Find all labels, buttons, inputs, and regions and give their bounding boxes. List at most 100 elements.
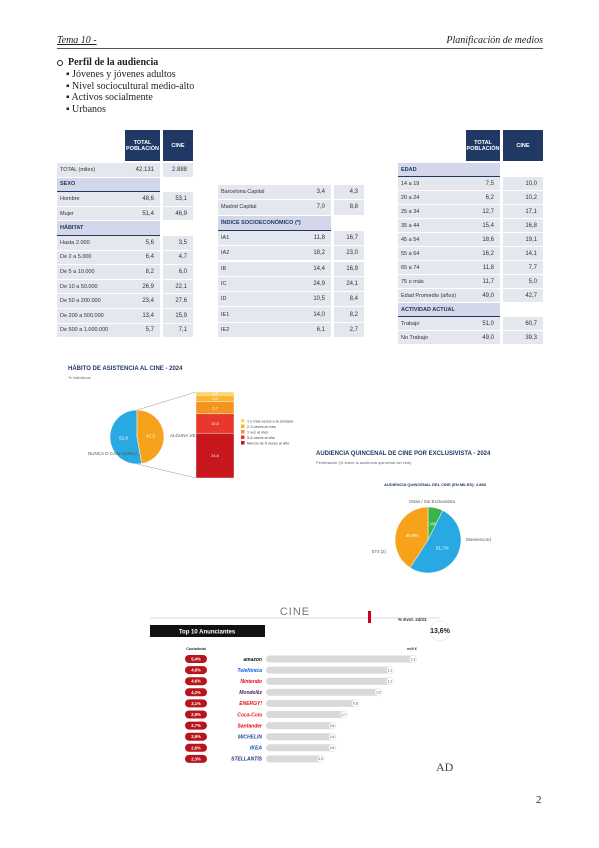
- row-bg: [163, 323, 193, 338]
- cell-value: 2.888: [171, 166, 187, 173]
- bar-cap: [316, 755, 325, 763]
- row-bg: [218, 276, 331, 292]
- chart-title: CINE: [280, 606, 310, 618]
- slice-value-label: 51,7%: [436, 546, 449, 551]
- logo: AD: [436, 760, 454, 774]
- bar-value: 0,8: [353, 702, 358, 706]
- row-label: De 500 a 1.000.000: [60, 327, 109, 334]
- cell-value: 10,2: [525, 194, 537, 201]
- section-row: [398, 163, 500, 177]
- cell-value: 48,6: [142, 195, 154, 202]
- legend-label: 2-3 veces al mes: [247, 425, 276, 429]
- row-bg: [503, 289, 543, 302]
- bar: [266, 699, 359, 707]
- segment-label: 3,5: [212, 397, 217, 401]
- row-bg: [398, 317, 500, 330]
- segment-label: 6,7: [212, 406, 217, 410]
- share-value: 4,6%: [191, 679, 201, 684]
- row-label: IE2: [221, 326, 230, 333]
- cell-value: 49,0: [482, 292, 494, 299]
- row-label: 20 a 24: [401, 194, 420, 201]
- bar-value: 0,6: [330, 724, 335, 728]
- slice-category-label: 074 (2): [372, 549, 387, 554]
- row-label: De 5 a 10.000: [60, 268, 95, 275]
- row-bg: [334, 261, 364, 276]
- cell-value: 39,3: [525, 334, 537, 341]
- section-label: ACTIVIDAD ACTUAL: [401, 306, 455, 313]
- cell-value: 14,4: [313, 265, 325, 272]
- chart-heading: AUDIENCIA QUINCENAL DEL CINE (EN MILES):…: [384, 482, 486, 487]
- row-label: 45 a 54: [401, 236, 420, 243]
- pie-slice: [409, 510, 462, 574]
- share-pill: [185, 721, 207, 730]
- share-value: 5,4%: [191, 657, 201, 662]
- legend-swatch: [241, 435, 245, 439]
- section-row: [57, 221, 160, 236]
- cell-value: 60,7: [525, 320, 537, 327]
- bar: [266, 677, 393, 685]
- share-pill: [185, 677, 207, 686]
- chart-subtitle: % Individuos: [68, 375, 91, 380]
- advertiser: Mondelēz: [239, 690, 262, 696]
- row-label: Edad Promedio (años): [401, 292, 457, 299]
- row-label: 55 a 64: [401, 250, 420, 257]
- row-bg: [398, 177, 500, 190]
- cell-value: 23,4: [142, 298, 154, 305]
- cell-value: 11,8: [482, 264, 494, 271]
- pie-slice: [136, 409, 165, 464]
- cell-value: 8,2: [145, 268, 154, 275]
- slice-category-label: ALGUNA VEZ: [170, 433, 199, 438]
- stack-segment: [195, 432, 235, 479]
- row-bg: [398, 191, 500, 204]
- cell-value: 27,6: [175, 298, 187, 305]
- row-bg: [398, 247, 500, 260]
- cell-value: 5,6: [145, 239, 154, 246]
- share-pill: [185, 732, 207, 741]
- row-bg: [57, 265, 160, 279]
- legend-swatch: [241, 424, 245, 428]
- row-label: 14 a 19: [401, 180, 420, 187]
- legend-label: Menos de 5 veces al año: [247, 441, 289, 445]
- cell-value: 42.131: [135, 166, 154, 173]
- legend-label: 5-6 veces al año: [247, 436, 275, 440]
- slice-value-label: 7,4%: [427, 521, 437, 526]
- evolution-value: 13,6%: [430, 628, 451, 635]
- pie-slice: [109, 409, 143, 465]
- bar-value: 0,7: [341, 713, 346, 717]
- cell-value: 4,7: [178, 254, 187, 261]
- row-label: Trabajo: [401, 320, 420, 327]
- cell-value: 10,5: [313, 296, 325, 303]
- row-bg: [503, 233, 543, 246]
- column-header: CINE: [503, 130, 543, 161]
- row-bg: [398, 205, 500, 218]
- row-bg: [334, 322, 364, 337]
- cell-value: 3,5: [178, 239, 187, 246]
- row-bg: [503, 247, 543, 260]
- slice-value-label: 40,9%: [406, 533, 419, 538]
- row-bg: [503, 275, 543, 288]
- advertiser: Nintendo: [240, 679, 262, 685]
- cell-value: 16,7: [346, 235, 358, 242]
- chart-title: AUDIENCIA QUINCENAL DE CINE POR EXCLUSIV…: [316, 451, 491, 457]
- segment-label: 1,8: [212, 392, 217, 396]
- row-bg: [334, 292, 364, 307]
- row-label: De 50 a 200.000: [60, 298, 101, 305]
- cell-value: 7,1: [178, 327, 187, 334]
- row-label: Mujer: [60, 210, 74, 217]
- bullet-text: Activos socialmente: [71, 92, 153, 103]
- cell-value: 18,2: [313, 250, 325, 257]
- row-bg: [218, 292, 331, 307]
- column-header: TOTAL POBLACIÓN: [125, 130, 160, 161]
- legend-swatch: [241, 430, 245, 434]
- share-value: 2,7%: [191, 723, 201, 728]
- advertiser: MICHELIN: [238, 735, 263, 741]
- slice-category-label: NUNCA O CASI NUNCA: [88, 451, 138, 456]
- cell-value: 17,1: [525, 208, 537, 215]
- row-label: Hombre: [60, 195, 80, 202]
- cell-value: 24,9: [313, 280, 325, 287]
- row-label: IA2: [221, 250, 230, 257]
- row-bg: [334, 276, 364, 292]
- row-bg: [218, 246, 331, 261]
- share-value: 2,6%: [191, 745, 201, 750]
